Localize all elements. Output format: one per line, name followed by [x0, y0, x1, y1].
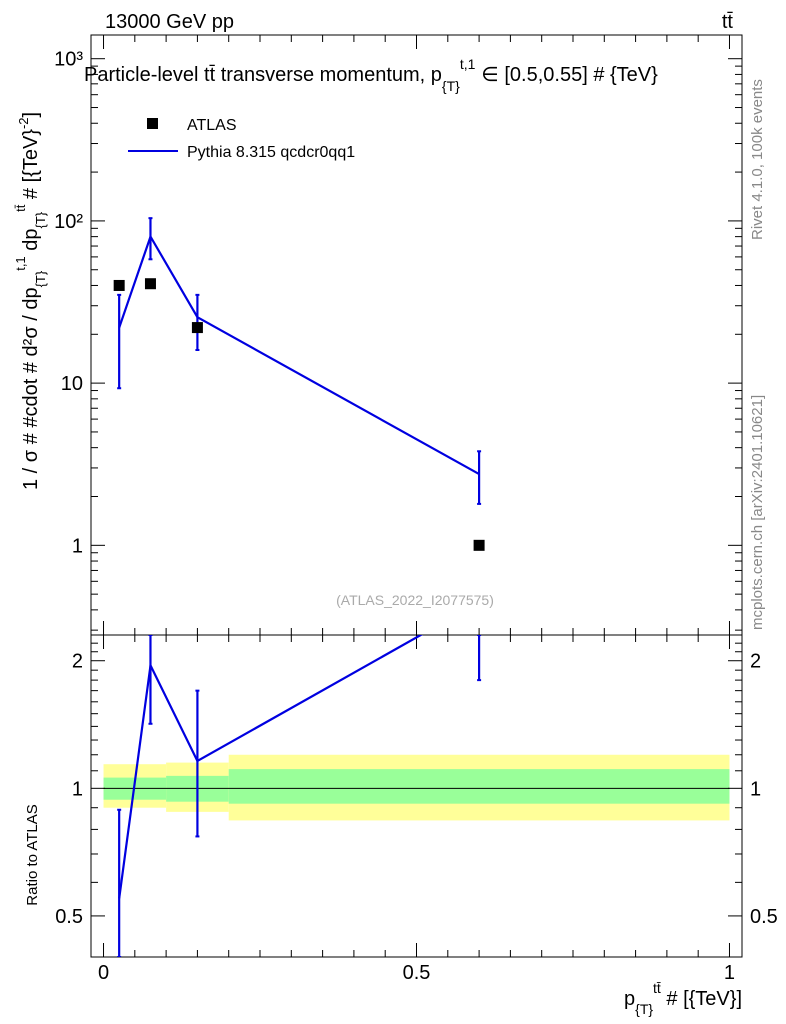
- atlas-data-point: [144, 278, 156, 290]
- y-axis-label: 1 / σ # #cdot # d²σ / dp{T}t,1 dp{T}tt̄ …: [13, 112, 48, 490]
- atlas-data-point: [473, 539, 485, 551]
- atlas-data-point: [191, 322, 203, 334]
- main-axis-ticks: 1 10 10² 10³: [54, 35, 742, 635]
- ratio-tick-label: 0.5: [55, 906, 83, 928]
- ratio-tick-label-right: 1: [750, 778, 761, 800]
- legend-atlas-label: ATLAS: [187, 117, 237, 134]
- legend-atlas-marker: [147, 118, 158, 129]
- energy-label: 13000 GeV pp: [105, 11, 234, 33]
- ratio-mc-line: [118, 635, 424, 899]
- x-tick-label: 0.5: [403, 962, 431, 984]
- ratio-panel: 0.5 0.5 1 1 2 2 0 0.5 1: [55, 634, 778, 984]
- process-label: tt̄: [722, 11, 734, 33]
- legend: ATLAS Pythia 8.315 qcdcr0qq1: [128, 117, 355, 161]
- ratio-tick-label-right: 2: [750, 651, 761, 673]
- ratio-tick-label: 2: [72, 651, 83, 673]
- x-tick-label: 1: [724, 962, 735, 984]
- ratio-series: [117, 635, 482, 957]
- mc-line: [118, 233, 480, 476]
- main-series: [113, 217, 485, 551]
- chart-title: Particle-level tt̄ transverse momentum, …: [84, 56, 658, 94]
- ratio-tick-label: 1: [72, 778, 83, 800]
- y-tick-label: 10²: [54, 211, 83, 233]
- ratio-axis-ticks: 0.5 0.5 1 1 2 2 0 0.5 1: [55, 635, 778, 984]
- rivet-label: Rivet 4.1.0, 100k events: [749, 79, 766, 240]
- source-label: mcplots.cern.ch [arXiv:2401.10621]: [749, 395, 766, 630]
- ratio-y-axis-label: Ratio to ATLAS: [24, 804, 41, 905]
- legend-pythia-label: Pythia 8.315 qcdcr0qq1: [187, 144, 355, 161]
- y-tick-label: 10³: [54, 49, 83, 71]
- ratio-tick-label-right: 0.5: [750, 906, 778, 928]
- ratio-inner-band: [228, 769, 730, 804]
- x-tick-label: 0: [98, 962, 109, 984]
- y-tick-label: 1: [72, 535, 83, 557]
- atlas-data-point: [113, 279, 125, 291]
- y-tick-label: 10: [61, 373, 83, 395]
- analysis-watermark: (ATLAS_2022_I2077575): [336, 592, 494, 608]
- ratio-clipped-group: [117, 635, 482, 957]
- x-axis-label: p{T}tt̄ # [{TeV}]: [624, 980, 742, 1017]
